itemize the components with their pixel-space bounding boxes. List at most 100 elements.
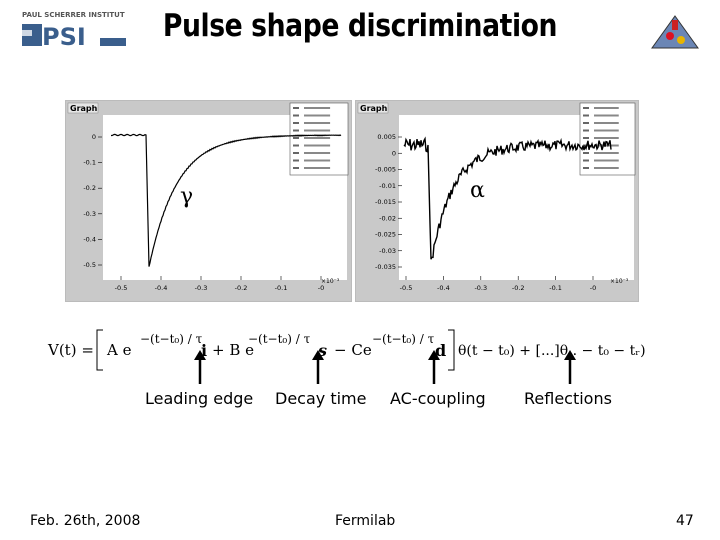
eq-term3-coef: − Ce (334, 341, 372, 359)
eq-term1-coef: A e (106, 341, 132, 359)
stats-row-name (293, 144, 299, 147)
stats-row-value (304, 137, 331, 139)
label-decay-time: Decay time (275, 389, 367, 408)
y-tick-label: -0.005 (375, 166, 396, 174)
stats-row-value (594, 107, 619, 109)
stats-row-value (594, 114, 619, 117)
gamma-label: γ (180, 184, 194, 209)
stats-row-value (594, 144, 619, 147)
y-tick-label: -0.1 (83, 159, 96, 167)
y-tick-label: -0.035 (375, 263, 396, 271)
label-ac-coupling: AC-coupling (390, 389, 486, 408)
eq-term2-coef: + B e (212, 341, 254, 359)
stats-row-name (583, 167, 589, 169)
stats-row-name (293, 167, 299, 169)
stats-row-value (304, 107, 331, 109)
y-tick-label: 0 (92, 133, 96, 141)
stats-row-name (583, 129, 589, 132)
plot1-x-exponent: ×10⁻³ (321, 278, 340, 285)
stats-row-name (583, 144, 589, 147)
pulse-equation: V(t) = A e −(t−t₀) / τ i + B e −(t−t₀) /… (47, 329, 646, 384)
stats-row-value (594, 159, 619, 162)
logo-institute-text: PAUL SCHERRER INSTITUT (22, 11, 125, 19)
stats-row-value (304, 122, 331, 124)
slide-title: Pulse shape discrimination (162, 8, 558, 44)
stats-row-value (594, 129, 619, 132)
arrow-reflections-head (564, 350, 576, 360)
plot2-x-exponent: ×10⁻³ (610, 278, 629, 285)
stats-row-value (304, 114, 331, 117)
label-leading-edge: Leading edge (145, 389, 254, 408)
footer-institution: Fermilab (335, 513, 396, 529)
stats-row-value (304, 152, 331, 154)
x-tick-label: -0.3 (195, 284, 208, 292)
x-tick-label: -0.1 (549, 284, 562, 292)
arrow-decay-time-head (312, 350, 324, 360)
eq-term3-exp: −(t−t₀) / τ (372, 332, 435, 346)
y-tick-label: -0.4 (83, 235, 96, 243)
stats-row-value (304, 167, 331, 169)
x-tick-label: -0.4 (155, 284, 168, 292)
plot1-title: Graph (70, 104, 98, 113)
logo-mark-text: PSI (42, 23, 86, 51)
psi-logo: PAUL SCHERRER INSTITUT PSI (20, 8, 130, 52)
arrow-leading-edge-head (194, 350, 206, 360)
eq-term2-exp: −(t−t₀) / τ (248, 332, 311, 346)
x-tick-label: -0.1 (275, 284, 288, 292)
y-tick-label: -0.2 (83, 184, 96, 192)
x-tick-label: -0.3 (474, 284, 487, 292)
eq-lhs: V(t) = (47, 341, 94, 359)
stats-row-name (583, 137, 589, 139)
gamma-waveform (111, 133, 342, 267)
y-tick-label: -0.015 (375, 198, 396, 206)
y-tick-label: -0.03 (379, 247, 396, 255)
y-tick-label: -0.5 (83, 261, 96, 269)
stats-row-value (594, 167, 619, 169)
eq-term1-exp: −(t−t₀) / τ (140, 332, 203, 346)
alpha-pulse-plot: Graph 0.005 0 -0.005 -0.01 -0.015 -0.02 -0.025… (355, 100, 639, 302)
alpha-label: α (470, 178, 485, 203)
y-tick-label: -0.02 (379, 214, 396, 222)
stats-row-name (293, 152, 299, 154)
stats-row-name (583, 114, 589, 117)
arrow-ac-coupling-head (428, 350, 440, 360)
x-tick-label: -0.4 (437, 284, 450, 292)
stats-row-name (293, 114, 299, 117)
stats-row-value (304, 144, 331, 147)
y-tick-label: -0.01 (379, 182, 396, 190)
footer-date: Feb. 26th, 2008 (30, 513, 141, 529)
eq-term3-sub: d (435, 341, 446, 360)
eq-tail: θ(t − t₀) + [...]θ.. − t₀ − tᵣ) (458, 343, 646, 359)
y-tick-label: 0.005 (377, 133, 396, 141)
y-tick-label: -0.3 (83, 210, 96, 218)
x-tick-label: -0 (590, 284, 596, 292)
x-tick-label: -0.2 (235, 284, 248, 292)
stats-row-value (304, 129, 331, 132)
stats-row-value (594, 137, 619, 139)
stats-row-name (583, 159, 589, 162)
page-number: 47 (676, 513, 694, 529)
stats-row-name (293, 129, 299, 132)
stats-row-name (293, 107, 299, 109)
x-tick-label: -0.5 (115, 284, 128, 292)
stats-row-name (293, 137, 299, 139)
eq-term1-sub: i (201, 341, 207, 360)
stats-row-name (293, 122, 299, 124)
gamma-pulse-plot: Graph 0 -0.1 -0.2 -0.3 -0.4 -0.5 -0.5 -0.4 -0.3… (65, 100, 352, 302)
stats-row-name (583, 107, 589, 109)
x-tick-label: -0.2 (512, 284, 525, 292)
plot2-title: Graph (360, 104, 388, 113)
alpha-waveform (403, 136, 612, 260)
x-tick-label: -0 (318, 284, 324, 292)
x-tick-label: -0.5 (400, 284, 413, 292)
y-tick-label: 0 (392, 149, 396, 157)
y-tick-label: -0.025 (375, 231, 396, 239)
stats-row-value (304, 159, 331, 162)
label-reflections: Reflections (524, 389, 612, 408)
annotation-arrows (194, 350, 576, 384)
eq-term2-sub: s (317, 341, 327, 360)
experiment-logo (650, 14, 700, 50)
stats-row-name (293, 159, 299, 162)
stats-row-name (583, 152, 589, 154)
stats-row-value (594, 152, 619, 154)
